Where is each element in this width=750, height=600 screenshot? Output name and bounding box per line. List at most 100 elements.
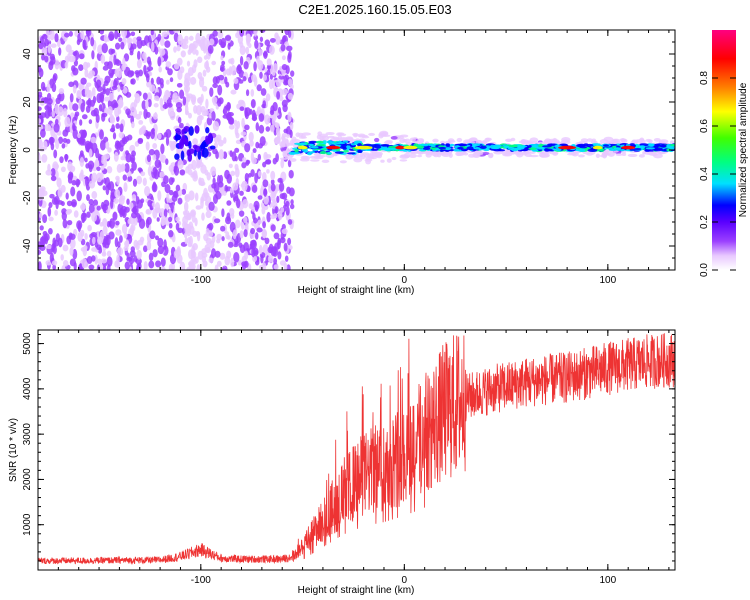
spectrogram-cell [421,143,429,147]
spectrogram-cell [660,144,667,148]
spectrogram-x-ticks: -100 0 100 [37,30,670,286]
spectrogram-cell [68,101,74,111]
spectrogram-cell [448,140,456,143]
spectrogram-cell [96,79,102,88]
spectrogram-cell [239,106,245,112]
spectrogram-cell [339,137,349,141]
spectrogram-cell [82,129,87,139]
spectrogram-cell [274,206,279,214]
spectrogram-cell [87,73,93,79]
spectrogram-cell [273,257,278,265]
spectrogram-cell [253,61,257,72]
spectrogram-cell [327,152,332,155]
spectrogram-cell [126,198,130,205]
spectrogram-cell [188,43,195,52]
spectrogram-cell [59,156,64,164]
spectrogram-cell [62,259,69,267]
spectrogram-cell [241,161,247,169]
spectrogram-cell [202,69,207,77]
spectrogram-cell [238,79,244,84]
spectrogram-cell [273,264,279,270]
spectrogram-cell [113,151,119,162]
spectrogram-cell [142,92,148,101]
spectrogram-cell [262,244,269,255]
spectrogram-cell [208,112,212,119]
spectrogram-cell [69,246,74,256]
spectrogram-cell [260,88,267,96]
spectrogram-cell [353,133,358,138]
spectrogram-peak [403,145,418,150]
spectrogram-cell [199,76,205,82]
x-tick-label: -100 [191,275,211,286]
spectrogram-cell [79,157,85,167]
spectrogram-cell [202,260,208,268]
spectrogram-cell [174,153,180,160]
spectrogram-cell [249,108,253,115]
spectrogram-cell [219,187,224,194]
spectrogram-cell [212,76,218,85]
spectrogram-cell [242,199,249,209]
spectrogram-cell [255,122,260,132]
spectrogram-cell [38,42,44,50]
spectrogram-cell [269,37,276,43]
spectrogram-cell [185,110,190,116]
spectrogram-cell [194,125,200,134]
spectrogram-cell [315,140,324,144]
spectrogram-cell [38,261,42,270]
spectrogram-cell [46,102,52,111]
spectrogram-cell [339,146,346,149]
spectrogram-cell [38,118,42,124]
spectrogram-cell [148,149,156,156]
snr-y-ticks: 1000 2000 3000 4000 5000 [22,332,675,571]
spectrogram-cell [182,215,189,225]
spectrogram-cell [192,144,198,149]
spectrogram-cell [120,155,125,161]
spectrogram-cell [54,209,58,216]
spectrogram-cell [244,250,249,260]
spectrogram-cell [91,172,98,183]
spectrogram-cell [48,216,54,222]
spectrogram-cell [44,109,51,119]
spectrogram-cell [186,94,191,103]
spectrogram-cell [72,248,78,260]
spectrogram-cell [185,86,189,97]
spectrogram-cell [268,45,275,55]
spectrogram-cell [170,202,174,213]
spectrogram-cell [444,147,452,151]
spectrogram-cell [41,54,45,61]
spectrogram-cell [174,134,182,141]
spectrogram-cell [216,260,222,267]
spectrogram-cell [468,153,476,158]
spectrogram-cell [52,264,57,270]
spectrogram-cell [176,82,183,88]
spectrogram-cell [374,137,380,143]
spectrogram-cell [226,212,231,222]
spectrogram-cell [259,187,264,198]
spectrogram-cell [142,52,147,60]
spectrogram-cell [217,74,225,81]
spectrogram-cell [49,252,54,264]
spectrogram-cell [212,121,220,132]
spectrogram-cell [117,247,124,256]
spectrogram-cell [159,78,164,86]
spectrogram-cell [229,187,234,194]
spectrogram-cell [281,88,289,96]
spectrogram-cell [271,116,276,127]
spectrogram-cell [262,179,269,188]
spectrogram-cell [264,159,271,165]
spectrogram-cell [74,111,80,117]
spectrogram-cell [481,151,490,156]
spectrogram-cell [200,198,204,209]
spectrogram-cell [209,38,215,46]
spectrogram-cell [194,192,199,202]
spectrogram-cell [117,32,121,38]
spectrogram-cell [188,235,194,247]
spectrogram-cell [301,148,309,152]
spectrogram-cell [281,223,286,230]
spectrogram-cell [49,30,55,41]
spectrogram-cell [88,199,94,205]
spectrogram-cell [254,204,259,211]
spectrogram-cell [69,238,76,249]
spectrogram-cell [100,165,105,171]
spectrogram-cell [262,100,267,109]
